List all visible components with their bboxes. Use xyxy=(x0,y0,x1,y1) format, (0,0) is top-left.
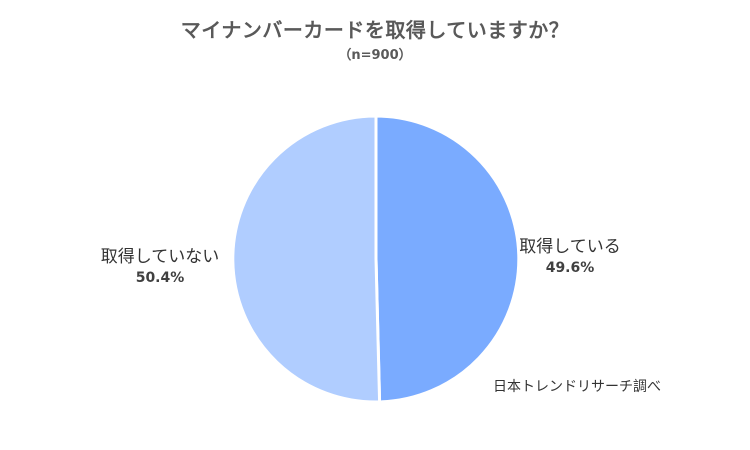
slice-value-acquired: 49.6% xyxy=(545,259,595,276)
chart-subtitle: （n=900） xyxy=(338,48,412,63)
pie-slice-not-acquired xyxy=(231,114,382,404)
slice-label-not-acquired: 取得していない 50.4% xyxy=(86,246,234,288)
slice-label-acquired: 取得している 49.6% xyxy=(510,236,630,278)
pie-slice-acquired xyxy=(374,114,521,404)
chart-title: マイナンバーカードを取得していますか？ xyxy=(180,18,570,42)
slice-value-not-acquired: 50.4% xyxy=(135,269,185,286)
slice-name-not-acquired: 取得していない xyxy=(100,247,220,267)
source-note: 日本トレンドリサーチ調べ xyxy=(493,379,661,395)
slice-name-acquired: 取得している xyxy=(519,237,621,257)
